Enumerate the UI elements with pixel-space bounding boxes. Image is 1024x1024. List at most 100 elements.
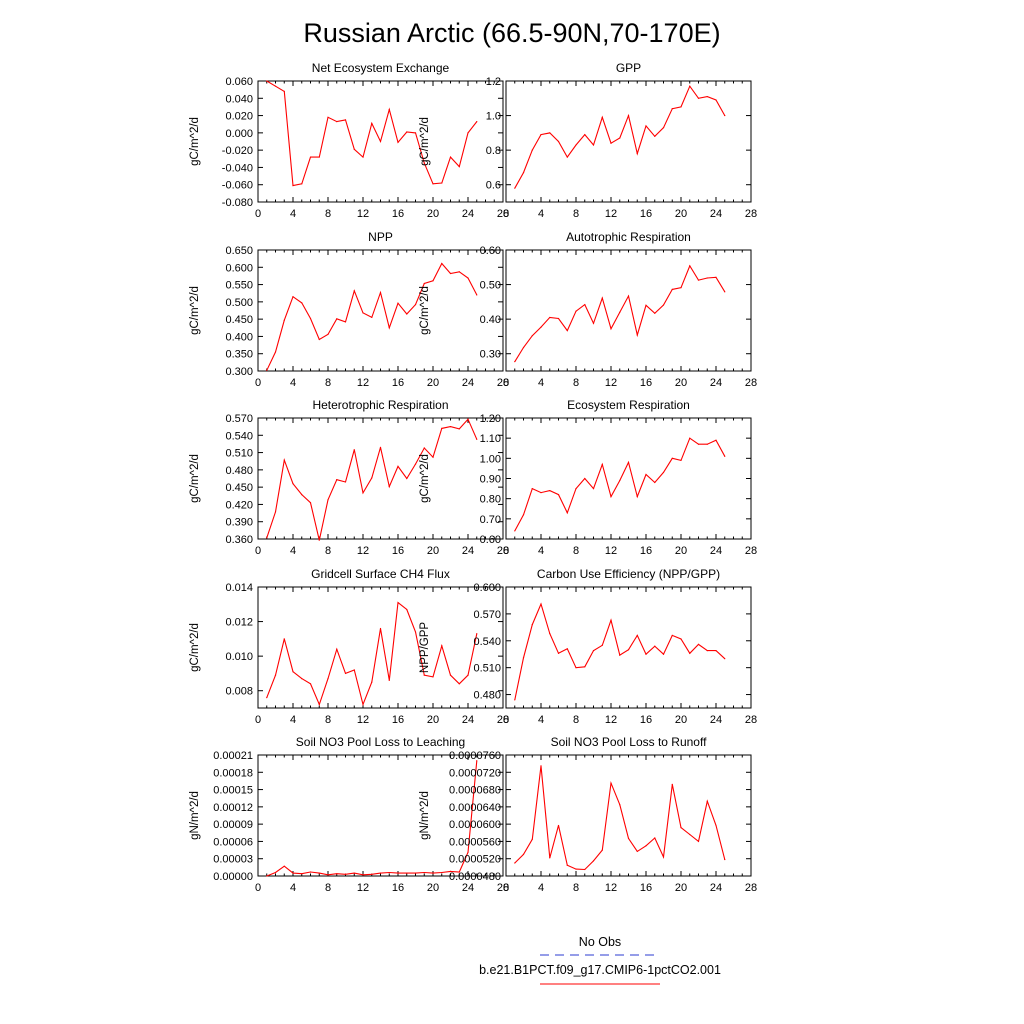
data-point <box>336 648 338 650</box>
y-axis-label: gN/m^2/d <box>419 791 431 840</box>
data-point <box>584 133 586 136</box>
y-tick-label: 0.400 <box>225 331 253 343</box>
x-tick-label: 0 <box>503 882 509 894</box>
data-point <box>662 471 665 474</box>
plot-frame <box>505 586 752 709</box>
data-point <box>406 313 408 315</box>
data-point <box>662 856 665 858</box>
chart-panel-1: GPP 0 4 8 12 16 20 24 28 1.2 1.0 0.8 0.6 gC/m^2/d <box>419 61 757 220</box>
x-tick-label: 12 <box>605 545 617 557</box>
y-tick-label: 0.570 <box>473 609 501 621</box>
data-point <box>601 297 603 299</box>
data-point <box>654 135 656 137</box>
data-point <box>336 121 338 123</box>
data-point <box>423 162 425 164</box>
data-point <box>697 840 700 843</box>
y-tick-label: 0.00012 <box>213 802 253 814</box>
y-axis-label: gC/m^2/d <box>189 454 201 503</box>
y-tick-label: 0.540 <box>473 636 501 648</box>
y-tick-label: 0.00018 <box>213 767 253 779</box>
data-point <box>441 871 443 874</box>
data-point <box>549 490 551 492</box>
data-point <box>575 868 577 870</box>
y-tick-label: 0.450 <box>225 314 253 326</box>
x-tick-label: 12 <box>605 714 617 726</box>
y-tick-label: 0.40 <box>480 314 501 326</box>
data-point <box>619 654 621 656</box>
panel-title: Soil NO3 Pool Loss to Runoff <box>551 735 708 749</box>
y-tick-label: 0.390 <box>225 517 253 529</box>
data-point <box>627 114 630 117</box>
y-tick-label: 0.90 <box>480 474 501 486</box>
series-line <box>514 264 726 362</box>
y-tick-label: 0.70 <box>480 514 501 526</box>
data-point <box>627 649 630 651</box>
data-point <box>362 156 364 158</box>
data-point <box>423 447 425 449</box>
data-point <box>645 845 647 847</box>
x-tick-label: 28 <box>745 882 757 894</box>
data-point <box>301 494 303 496</box>
x-tick-label: 16 <box>640 208 652 220</box>
data-point <box>458 271 460 273</box>
y-tick-label: -0.040 <box>222 162 253 174</box>
data-point <box>724 291 726 293</box>
data-point <box>566 512 568 514</box>
data-point <box>449 156 452 158</box>
x-tick-label: 8 <box>573 377 579 389</box>
y-tick-label: 0.00009 <box>213 819 253 831</box>
panel-title: Soil NO3 Pool Loss to Leaching <box>296 735 465 749</box>
data-point <box>344 672 347 675</box>
data-point <box>689 85 691 87</box>
y-tick-label: 0.510 <box>225 448 253 460</box>
data-point <box>715 650 717 652</box>
data-point <box>584 868 586 871</box>
x-tick-label: 20 <box>427 208 439 220</box>
y-tick-label: 0.300 <box>225 366 253 378</box>
y-tick-label: 0.510 <box>473 663 501 675</box>
x-tick-label: 0 <box>503 208 509 220</box>
data-point <box>266 369 268 371</box>
data-point <box>379 140 382 143</box>
data-point <box>301 183 303 185</box>
data-point <box>549 857 551 859</box>
data-point <box>645 304 647 306</box>
data-point <box>283 90 285 92</box>
y-tick-label: 0.010 <box>225 651 253 663</box>
data-point <box>344 119 347 121</box>
data-point <box>266 875 268 877</box>
y-tick-label: 0.040 <box>225 93 253 105</box>
data-point <box>283 319 285 321</box>
data-point <box>619 479 621 482</box>
x-tick-label: 20 <box>427 377 439 389</box>
data-point <box>318 539 320 541</box>
y-axis-label: gC/m^2/d <box>419 454 431 503</box>
data-point <box>283 865 285 867</box>
data-point <box>540 603 542 605</box>
series-line <box>266 760 478 877</box>
x-tick-label: 8 <box>573 882 579 894</box>
data-point <box>432 183 434 185</box>
data-point <box>522 657 525 659</box>
data-point <box>557 652 560 654</box>
data-point <box>592 144 595 146</box>
data-point <box>636 334 638 336</box>
data-point <box>689 652 691 654</box>
y-tick-label: 1.10 <box>480 433 501 445</box>
y-axis-label: gC/m^2/d <box>189 623 201 672</box>
data-point <box>522 853 525 855</box>
data-point <box>274 511 277 513</box>
data-point <box>336 479 338 481</box>
data-point <box>432 676 434 678</box>
chart-panel-7: Carbon Use Efficiency (NPP/GPP) 0 4 8 12 16 20… <box>419 567 757 726</box>
data-point <box>467 132 469 134</box>
data-point <box>601 849 603 851</box>
data-point <box>327 678 329 680</box>
data-point <box>514 187 516 189</box>
x-tick-label: 28 <box>745 208 757 220</box>
data-point <box>266 537 268 539</box>
data-point <box>715 439 717 441</box>
data-point <box>514 361 516 363</box>
data-point <box>353 669 355 671</box>
data-point <box>610 619 612 621</box>
